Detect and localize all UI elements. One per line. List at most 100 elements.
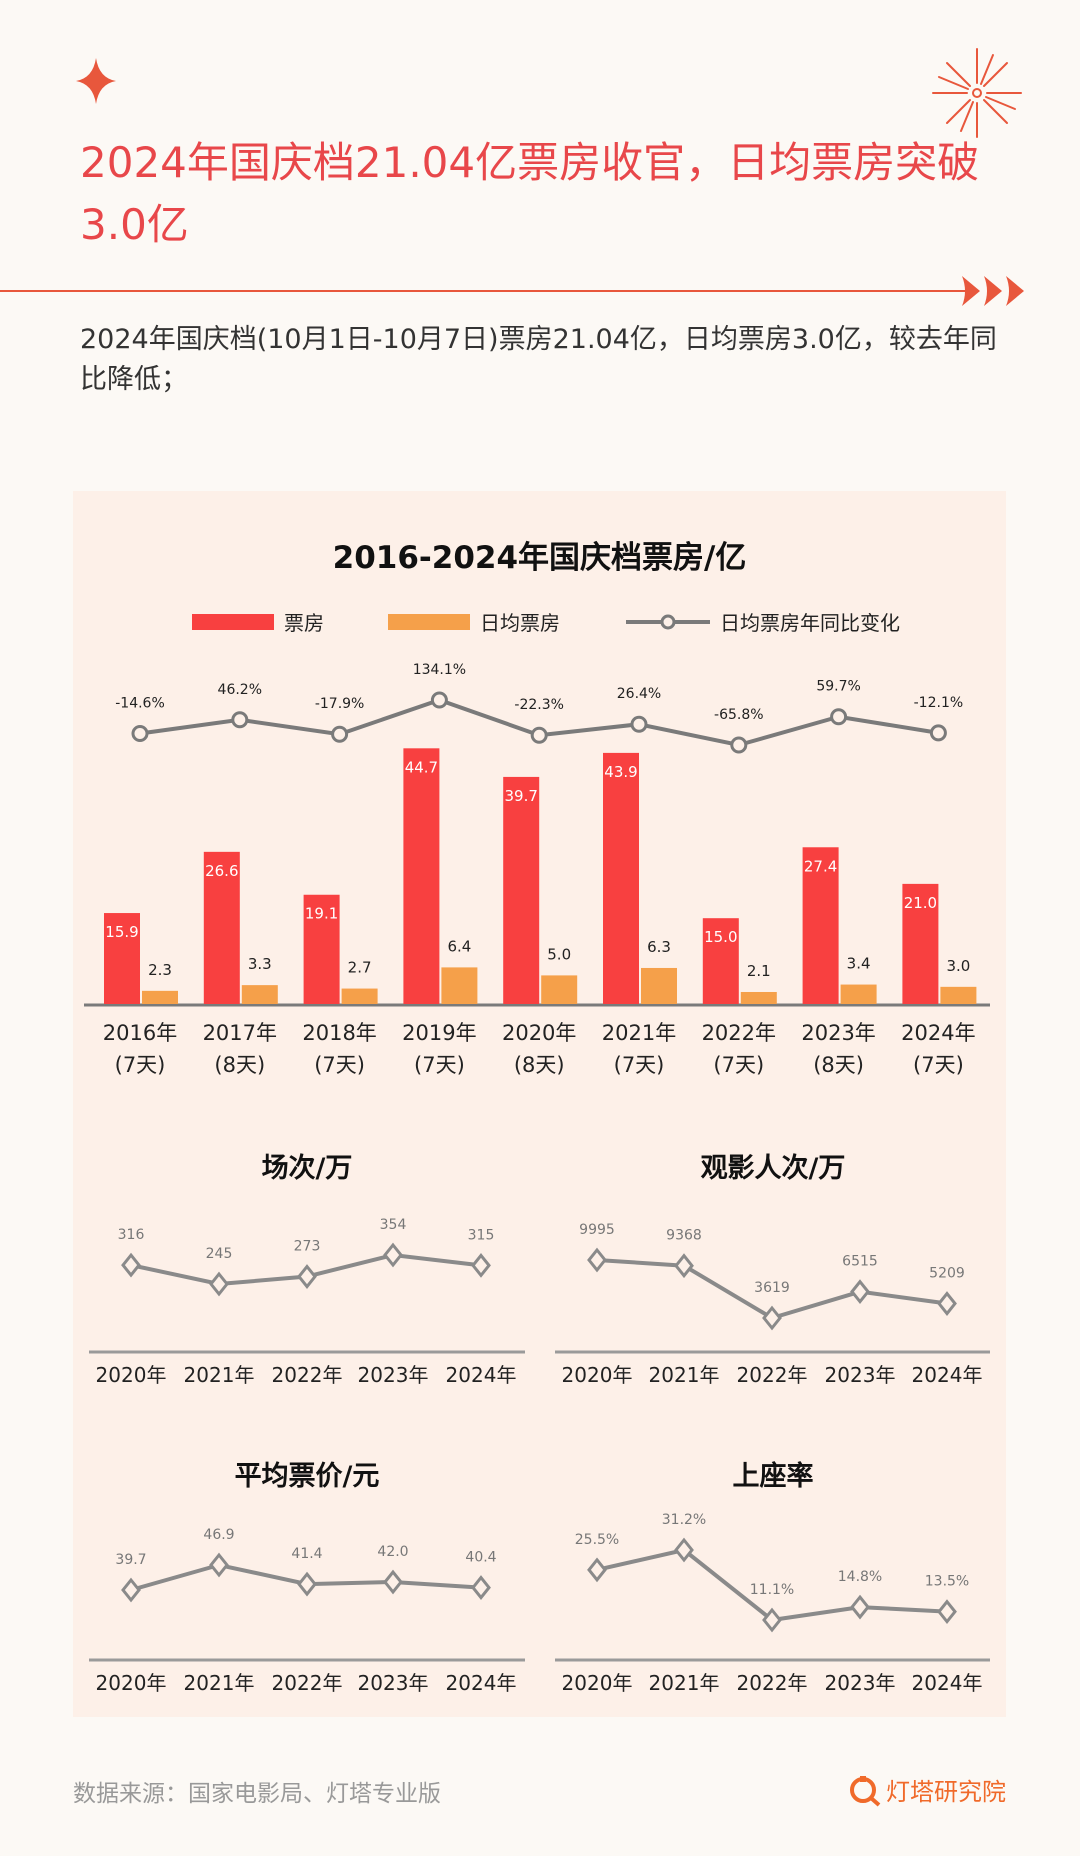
yoy-point (730, 736, 748, 754)
bar-box-office (303, 894, 340, 1004)
x-tick-sublabel: (7天) (115, 1053, 166, 1077)
bar-daily-box-office (541, 975, 578, 1004)
yoy-point (530, 726, 548, 744)
yoy-point (630, 715, 648, 733)
data-label: 9995 (579, 1222, 615, 1238)
diamond-marker (297, 1264, 317, 1289)
page-title: 2024年国庆档21.04亿票房收官，日均票房突破3.0亿 (80, 138, 980, 249)
x-tick-sublabel: (7天) (913, 1053, 964, 1077)
x-tick-label: 2017年 (203, 1021, 277, 1045)
data-label: 42.0 (377, 1544, 408, 1560)
lighthouse-magnifier-icon (850, 1775, 881, 1807)
yoy-label: -17.9% (315, 696, 365, 712)
data-label: 46.9 (203, 1527, 234, 1543)
x-tick-sublabel: (7天) (414, 1053, 465, 1077)
yoy-point (231, 711, 249, 729)
bar-label: 2.1 (747, 962, 771, 980)
legend-box-office: 票房 (192, 607, 324, 636)
x-tick-label: 2022年 (737, 1363, 808, 1387)
bar-box-office (503, 776, 540, 1004)
data-label: 9368 (666, 1228, 702, 1244)
diamond-marker (762, 1305, 782, 1331)
bar-label: 3.4 (847, 955, 871, 973)
mini-chart-title: 上座率 (732, 1461, 814, 1492)
triple-arrow-icon (962, 276, 1024, 306)
data-label: 315 (468, 1227, 495, 1243)
yoy-point (830, 708, 848, 726)
x-tick-label: 2020年 (562, 1671, 633, 1695)
bar-label: 44.7 (405, 758, 438, 776)
bar-daily-box-office (441, 967, 478, 1004)
diamond-marker (674, 1253, 694, 1279)
chart-panel (73, 491, 1006, 1717)
x-tick-sublabel: (7天) (314, 1053, 365, 1077)
yoy-label: -14.6% (115, 695, 165, 711)
bar-label: 43.9 (604, 763, 637, 781)
sparkle-star-icon (76, 58, 116, 104)
data-label: 40.4 (465, 1550, 496, 1566)
bar-label: 27.4 (804, 857, 837, 875)
diamond-marker (937, 1291, 957, 1316)
x-tick-label: 2020年 (502, 1021, 576, 1045)
diamond-marker (587, 1247, 607, 1273)
bar-daily-box-office (142, 990, 178, 1004)
x-tick-label: 2024年 (901, 1021, 975, 1045)
main-chart-title: 2016-2024年国庆档票房/亿 (332, 540, 747, 576)
legend-label: 日均票房年同比变化 (720, 611, 900, 635)
yoy-label: -65.8% (714, 707, 764, 723)
bar-box-office (104, 913, 140, 1004)
yoy-label: 59.7% (816, 679, 860, 695)
data-label: 316 (118, 1227, 145, 1243)
diamond-marker (471, 1575, 491, 1600)
bar-box-office (802, 847, 839, 1004)
diamond-marker (209, 1271, 229, 1297)
legend-swatch-orange (388, 613, 470, 630)
x-tick-label: 2019年 (402, 1021, 476, 1045)
mini-chart-title: 观影人次/万 (700, 1153, 846, 1184)
data-label: 273 (294, 1239, 321, 1255)
bar-label: 19.1 (305, 905, 338, 923)
diamond-marker (121, 1252, 141, 1278)
x-tick-sublabel: (7天) (713, 1053, 764, 1077)
diamond-marker (850, 1279, 870, 1305)
bar-daily-box-office (940, 986, 977, 1004)
mini-chart-title: 场次/万 (261, 1153, 353, 1184)
data-label: 31.2% (662, 1512, 706, 1528)
diamond-marker (297, 1571, 317, 1597)
yoy-point (929, 724, 947, 742)
bar-box-office (603, 752, 639, 1004)
yoy-label: -22.3% (514, 697, 564, 713)
bar-daily-box-office (740, 991, 777, 1004)
x-tick-label: 2016年 (103, 1021, 177, 1045)
x-tick-label: 2023年 (358, 1363, 429, 1387)
bar-label: 15.0 (704, 928, 737, 946)
diamond-marker (471, 1252, 491, 1278)
bar-label: 6.4 (447, 937, 471, 955)
bar-box-office (902, 883, 939, 1004)
diamond-marker (762, 1607, 782, 1633)
data-label: 11.1% (750, 1582, 794, 1598)
legend-daily: 日均票房 (388, 607, 560, 636)
yoy-label: -12.1% (914, 695, 964, 711)
data-label: 5209 (929, 1266, 965, 1282)
data-label: 245 (206, 1246, 233, 1262)
x-tick-label: 2024年 (912, 1671, 983, 1695)
bar-label: 3.3 (248, 955, 272, 973)
data-label: 13.5% (925, 1574, 969, 1590)
x-tick-label: 2021年 (649, 1363, 720, 1387)
bar-label: 2.7 (348, 959, 372, 977)
x-tick-label: 2018年 (302, 1021, 376, 1045)
x-tick-label: 2020年 (96, 1671, 167, 1695)
x-tick-sublabel: (8天) (214, 1053, 265, 1077)
yoy-point (131, 724, 149, 742)
bar-daily-box-office (840, 984, 877, 1004)
x-tick-sublabel: (7天) (614, 1053, 665, 1077)
brand-logo: 灯塔研究院 (848, 1772, 1006, 1807)
bar-label: 15.9 (105, 923, 138, 941)
legend-label: 票房 (284, 611, 324, 635)
bar-label: 26.6 (205, 862, 238, 880)
x-tick-label: 2021年 (602, 1021, 676, 1045)
x-tick-label: 2023年 (825, 1363, 896, 1387)
x-tick-label: 2022年 (272, 1363, 343, 1387)
